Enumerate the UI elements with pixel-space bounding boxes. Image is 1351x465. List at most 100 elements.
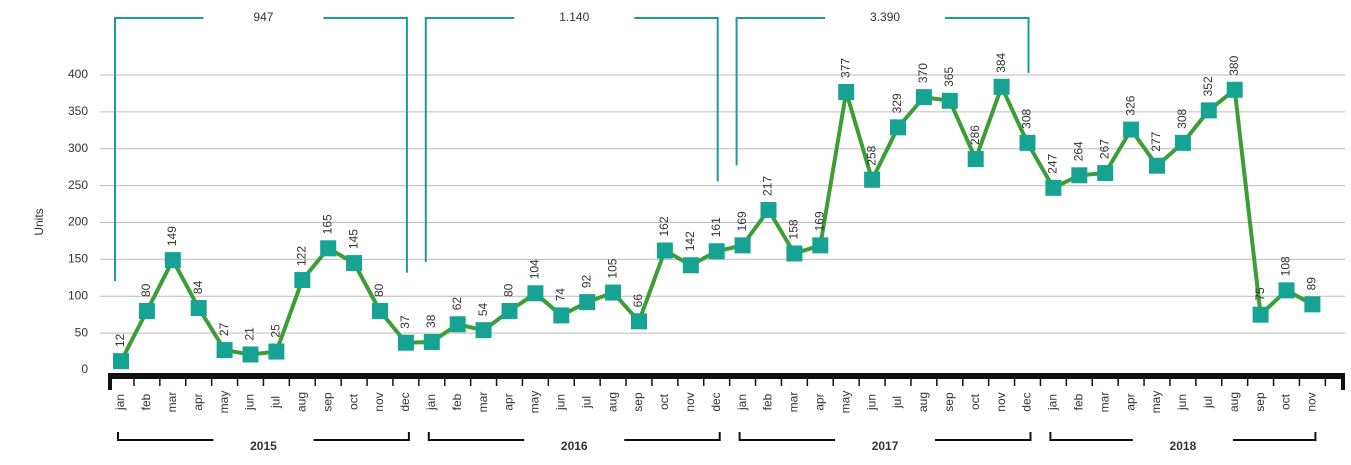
x-tick-label: jan — [113, 394, 127, 411]
marker — [113, 353, 129, 370]
year-bracket — [1049, 432, 1317, 441]
marker — [915, 89, 932, 106]
marker — [553, 307, 570, 324]
marker — [605, 284, 622, 301]
total-bracket — [424, 17, 719, 262]
marker — [838, 83, 855, 100]
x-tick-label: nov — [1305, 392, 1319, 411]
marker — [346, 255, 363, 272]
data-label: 380 — [1227, 55, 1241, 75]
data-label: 370 — [916, 63, 930, 83]
x-tick-label: oct — [657, 393, 671, 410]
data-label: 142 — [683, 231, 697, 251]
x-tick-label: nov — [683, 392, 697, 411]
x-tick-label: aug — [916, 392, 930, 412]
marker — [475, 322, 492, 339]
data-label: 277 — [1149, 131, 1163, 151]
x-tick-label: may — [217, 391, 231, 414]
x-tick-label: dec — [1020, 392, 1034, 411]
data-label: 169 — [812, 211, 826, 231]
data-label: 104 — [528, 259, 542, 279]
marker — [967, 151, 984, 168]
marker — [1226, 81, 1243, 98]
data-label: 286 — [968, 125, 982, 145]
y-tick-label: 150 — [68, 252, 88, 266]
x-tick-label: jan — [424, 394, 438, 411]
total-bracket — [114, 17, 408, 282]
marker — [734, 237, 751, 254]
y-tick-label: 400 — [68, 67, 88, 81]
marker — [890, 119, 906, 136]
x-tick-label: feb — [139, 393, 153, 410]
marker — [423, 333, 440, 350]
year-bracket — [117, 432, 410, 441]
data-label: 80 — [502, 283, 516, 297]
data-label: 122 — [294, 246, 308, 266]
data-label: 145 — [346, 229, 360, 249]
x-tick-label: jun — [243, 394, 257, 411]
marker — [1278, 282, 1295, 299]
data-label: 108 — [1279, 256, 1293, 276]
x-tick-label: jul — [269, 396, 283, 409]
x-tick-label: jun — [864, 394, 878, 411]
x-tick-label: sep — [1253, 392, 1267, 412]
year-total: 947 — [253, 10, 273, 24]
data-label: 169 — [735, 211, 749, 231]
data-label: 74 — [553, 288, 567, 302]
data-label: 92 — [579, 274, 593, 288]
marker — [1045, 179, 1062, 196]
x-tick-label: apr — [191, 393, 205, 410]
x-tick-label: sep — [942, 392, 956, 412]
marker — [268, 343, 285, 360]
data-label: 264 — [1071, 141, 1085, 161]
year-label: 2015 — [250, 439, 277, 453]
data-label: 89 — [1305, 277, 1319, 291]
x-tick-label: mar — [787, 392, 801, 413]
marker — [1200, 102, 1217, 119]
x-tick-label: feb — [761, 393, 775, 410]
x-tick-label: sep — [631, 392, 645, 412]
x-tick-label: mar — [1097, 392, 1111, 413]
marker — [1149, 157, 1165, 174]
data-label: 161 — [709, 217, 723, 237]
x-tick-label: apr — [812, 393, 826, 410]
marker — [631, 313, 647, 330]
x-tick-label: may — [1149, 391, 1163, 414]
year-label: 2018 — [1170, 439, 1197, 453]
data-label: 329 — [890, 93, 904, 113]
x-tick-label: nov — [994, 392, 1008, 411]
x-tick-label: jun — [553, 394, 567, 411]
marker — [1019, 134, 1036, 151]
x-tick-label: jul — [579, 396, 593, 409]
data-label: 308 — [1020, 109, 1034, 129]
marker — [760, 201, 777, 218]
marker — [372, 303, 388, 319]
marker — [708, 243, 725, 260]
data-label: 66 — [631, 294, 645, 308]
data-label: 352 — [1201, 76, 1215, 96]
data-label: 158 — [787, 219, 801, 239]
x-tick-label: may — [528, 391, 542, 414]
marker — [242, 346, 259, 363]
data-label: 105 — [605, 258, 619, 278]
x-tick-label: dec — [398, 392, 412, 411]
data-label: 267 — [1097, 139, 1111, 159]
marker — [579, 294, 596, 311]
data-label: 62 — [450, 297, 464, 311]
marker — [164, 252, 181, 269]
y-tick-label: 250 — [68, 178, 88, 192]
data-label: 162 — [657, 216, 671, 236]
x-tick-label: oct — [968, 393, 982, 410]
x-tick-label: mar — [476, 392, 490, 413]
x-tick-label: oct — [346, 393, 360, 410]
data-label: 12 — [113, 333, 127, 347]
data-label: 84 — [191, 280, 205, 294]
data-label: 54 — [476, 303, 490, 317]
marker — [993, 78, 1010, 95]
marker — [786, 245, 803, 262]
x-tick-label: aug — [294, 392, 308, 412]
data-label: 37 — [398, 315, 412, 329]
x-tick-label: aug — [1227, 392, 1241, 412]
marker — [656, 242, 673, 259]
x-tick-label: feb — [1071, 393, 1085, 410]
